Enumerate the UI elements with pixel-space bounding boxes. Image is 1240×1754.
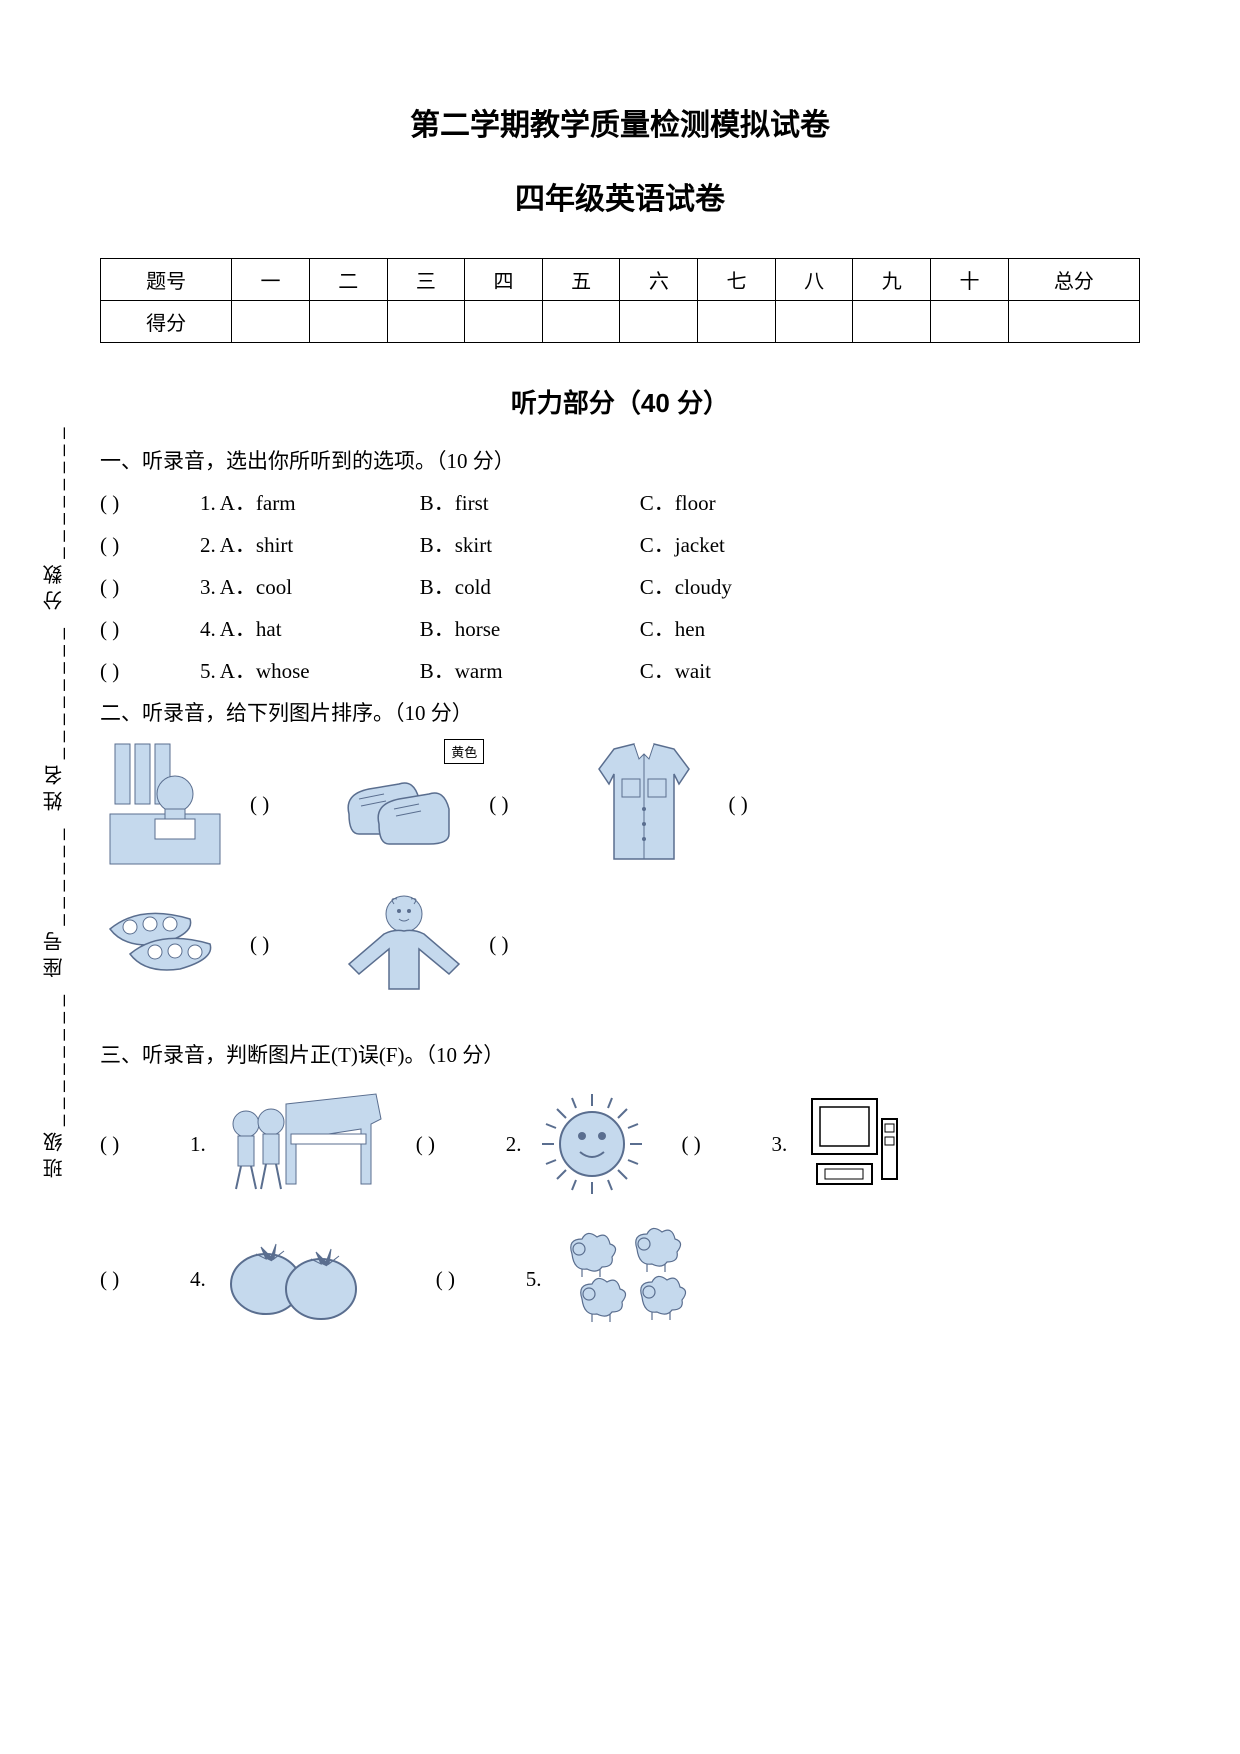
question-row: ( )1.A．farmB．firstC．floor — [100, 487, 1140, 517]
header-cell: 五 — [542, 259, 620, 301]
answer-paren: ( ) — [100, 659, 200, 684]
score-table: 题号 一 二 三 四 五 六 七 八 九 十 总分 得分 — [100, 258, 1140, 343]
answer-paren: ( ) — [100, 1132, 180, 1157]
option-b: B．cold — [420, 571, 640, 601]
option-b: B．horse — [420, 613, 640, 643]
answer-paren: ( ) — [416, 1132, 496, 1157]
answer-paren: ( ) — [436, 1267, 516, 1292]
q-num: 1. — [200, 491, 216, 516]
q-num: 2. — [200, 533, 216, 558]
score-cell — [931, 301, 1009, 343]
shoes-icon: 黄色 — [339, 739, 469, 869]
answer-paren: ( ) — [250, 792, 269, 817]
header-cell: 四 — [465, 259, 543, 301]
option-c: C．jacket — [640, 529, 725, 559]
q2-instruction: 二、听录音，给下列图片排序。（10 分） — [100, 697, 1140, 727]
option-c: C．floor — [640, 487, 716, 517]
header-cell: 九 — [853, 259, 931, 301]
header-cell: 题号 — [101, 259, 232, 301]
answer-paren: ( ) — [100, 533, 200, 558]
option-b: B．warm — [420, 655, 640, 685]
score-cell — [620, 301, 698, 343]
header-cell: 七 — [698, 259, 776, 301]
question-row: ( )2.A．shirtB．skirtC．jacket — [100, 529, 1140, 559]
score-cell — [775, 301, 853, 343]
sun-icon — [532, 1084, 652, 1204]
q3-row2: ( ) 4. ( ) 5. — [100, 1219, 1140, 1339]
option-c: C．wait — [640, 655, 711, 685]
score-cell — [309, 301, 387, 343]
score-cell — [387, 301, 465, 343]
q3-num: 4. — [190, 1267, 206, 1292]
q3-num: 5. — [526, 1267, 542, 1292]
header-cell: 十 — [931, 259, 1009, 301]
option-a: A．cool — [220, 571, 420, 601]
score-cell — [542, 301, 620, 343]
option-a: A．shirt — [220, 529, 420, 559]
option-b: B．first — [420, 487, 640, 517]
computer-icon — [797, 1089, 907, 1199]
q3-row1: ( ) 1. ( ) 2. — [100, 1084, 1140, 1204]
header-cell: 六 — [620, 259, 698, 301]
header-cell: 八 — [775, 259, 853, 301]
answer-paren: ( ) — [100, 1267, 180, 1292]
table-row: 得分 — [101, 301, 1140, 343]
title-main: 第二学期教学质量检测模拟试卷 — [100, 100, 1140, 144]
answer-paren: ( ) — [250, 932, 269, 957]
score-cell — [232, 301, 310, 343]
answer-paren: ( ) — [100, 491, 200, 516]
score-cell — [1008, 301, 1139, 343]
option-b: B．skirt — [420, 529, 640, 559]
q1-instruction: 一、听录音，选出你所听到的选项。（10 分） — [100, 445, 1140, 475]
answer-paren: ( ) — [100, 575, 200, 600]
listening-header: 听力部分（40 分） — [100, 383, 1140, 420]
option-a: A．hat — [220, 613, 420, 643]
q-num: 4. — [200, 617, 216, 642]
peas-icon — [100, 879, 230, 1009]
score-cell — [698, 301, 776, 343]
score-cell — [465, 301, 543, 343]
header-cell: 二 — [309, 259, 387, 301]
girl-reading-icon — [100, 739, 230, 869]
q3-num: 1. — [190, 1132, 206, 1157]
table-row: 题号 一 二 三 四 五 六 七 八 九 十 总分 — [101, 259, 1140, 301]
q2-row2: ( ) ( ) — [100, 879, 1140, 1009]
option-c: C．cloudy — [640, 571, 732, 601]
option-c: C．hen — [640, 613, 705, 643]
exam-page: 第二学期教学质量检测模拟试卷 四年级英语试卷 题号 一 二 三 四 五 六 七 … — [0, 0, 1240, 1414]
score-cell — [853, 301, 931, 343]
answer-paren: ( ) — [489, 792, 508, 817]
shirt-icon — [579, 739, 709, 869]
answer-paren: ( ) — [682, 1132, 762, 1157]
q3-num: 3. — [772, 1132, 788, 1157]
girl-coat-icon — [339, 879, 469, 1009]
sheep-icon — [552, 1219, 702, 1339]
question-row: ( )5.A．whoseB．warmC．wait — [100, 655, 1140, 685]
q-num: 5. — [200, 659, 216, 684]
q1-items: ( )1.A．farmB．firstC．floor( )2.A．shirtB．s… — [100, 487, 1140, 685]
question-row: ( )3.A．coolB．coldC．cloudy — [100, 571, 1140, 601]
q3-num: 2. — [506, 1132, 522, 1157]
q3-instruction: 三、听录音，判断图片正(T)误(F)。（10 分） — [100, 1039, 1140, 1069]
q2-row1: ( ) 黄色 ( ) — [100, 739, 1140, 869]
answer-paren: ( ) — [729, 792, 748, 817]
answer-paren: ( ) — [100, 617, 200, 642]
title-sub: 四年级英语试卷 — [100, 174, 1140, 218]
header-cell: 总分 — [1008, 259, 1139, 301]
header-cell: 三 — [387, 259, 465, 301]
option-a: A．whose — [220, 655, 420, 685]
tomatoes-icon — [216, 1229, 366, 1329]
q-num: 3. — [200, 575, 216, 600]
yellow-tag: 黄色 — [444, 739, 484, 764]
row-label: 得分 — [101, 301, 232, 343]
header-cell: 一 — [232, 259, 310, 301]
option-a: A．farm — [220, 487, 420, 517]
answer-paren: ( ) — [489, 932, 508, 957]
question-row: ( )4.A．hatB．horseC．hen — [100, 613, 1140, 643]
boys-piano-icon — [216, 1084, 386, 1204]
